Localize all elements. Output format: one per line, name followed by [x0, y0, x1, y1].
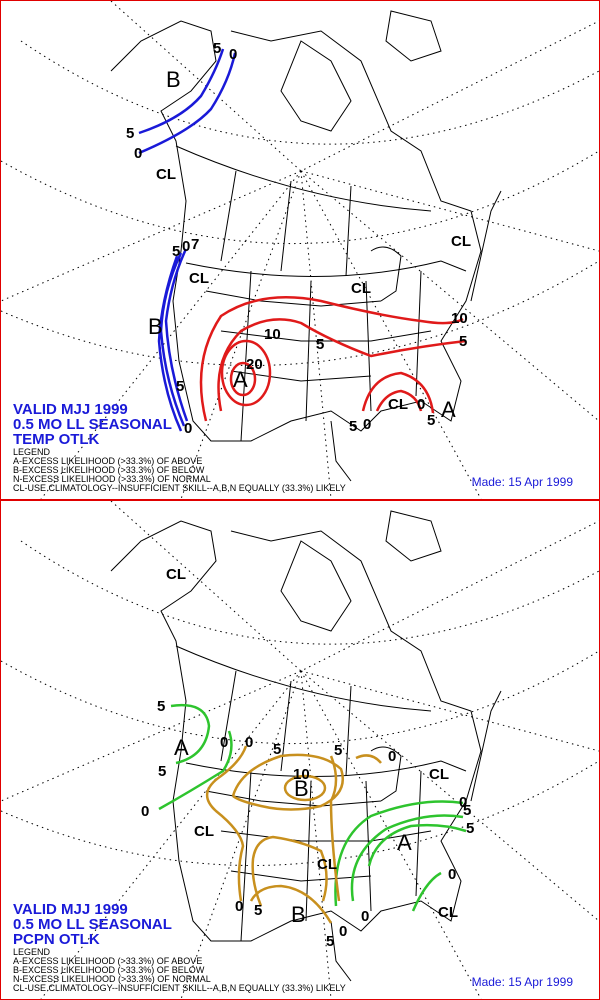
outlook-type: TEMP OTLK	[13, 432, 172, 447]
map-label: CL	[189, 270, 209, 287]
map-label: CL	[317, 856, 337, 873]
map-label: 0	[235, 898, 243, 915]
map-label: 5	[316, 336, 324, 353]
map-label: 5	[158, 763, 166, 780]
map-label: 5	[466, 820, 474, 837]
map-label: 0	[134, 145, 142, 162]
map-label: A	[174, 735, 189, 760]
map-label: CL	[451, 233, 471, 250]
map-label: 5	[427, 412, 435, 429]
valid-period: VALID MJJ 1999	[13, 902, 172, 917]
map-label: CL	[351, 280, 371, 297]
map-label: 5	[157, 698, 165, 715]
map-label: 5	[172, 243, 180, 260]
map-label: 10	[264, 326, 281, 343]
temperature-outlook-panel: B 5 0 5 0 CL 5 0 7 CL B 5 0 CL CL 10 5 2…	[0, 0, 600, 500]
map-label: 5	[176, 378, 184, 395]
map-label: B	[294, 776, 309, 801]
lead-time: 0.5 MO LL SEASONAL	[13, 917, 172, 932]
map-label: 7	[191, 236, 199, 253]
temp-legend: LEGEND A-EXCESS LIKELIHOOD (>33.3%) OF A…	[13, 448, 346, 493]
valid-period: VALID MJJ 1999	[13, 402, 172, 417]
made-date: Made: 15 Apr 1999	[472, 975, 573, 989]
map-label: 0	[141, 803, 149, 820]
map-label: A	[397, 830, 412, 855]
map-label: CL	[156, 166, 176, 183]
map-label: 0	[184, 420, 192, 437]
map-label: 0	[245, 734, 253, 751]
map-label: A	[441, 397, 456, 422]
legend-climatology: CL-USE CLIMATOLOGY--INSUFFICIENT SKILL--…	[13, 484, 346, 493]
lead-time: 0.5 MO LL SEASONAL	[13, 417, 172, 432]
map-label: 0	[417, 396, 425, 413]
precip-title-block: VALID MJJ 1999 0.5 MO LL SEASONAL PCPN O…	[13, 902, 172, 947]
map-label: 5	[254, 902, 262, 919]
map-label: CL	[438, 904, 458, 921]
made-date: Made: 15 Apr 1999	[472, 475, 573, 489]
map-label: 0	[448, 866, 456, 883]
map-label: B	[148, 314, 163, 339]
map-label: 5	[273, 741, 281, 758]
map-label: CL	[194, 823, 214, 840]
map-label: CL	[166, 566, 186, 583]
map-label: 0	[182, 238, 190, 255]
legend-climatology: CL-USE CLIMATOLOGY--INSUFFICIENT SKILL--…	[13, 984, 346, 993]
map-label: A	[233, 367, 248, 392]
precipitation-outlook-panel: CL 5 A 0 5 0 0 5 10 B 5 0 CL CL CL 0 5 A…	[0, 500, 600, 1000]
map-label: CL	[388, 396, 408, 413]
map-label: 5	[126, 125, 134, 142]
map-label: 10	[451, 310, 468, 327]
map-label: 5	[463, 802, 471, 819]
map-label: 0	[363, 416, 371, 433]
map-label: CL	[429, 766, 449, 783]
precip-legend: LEGEND A-EXCESS LIKELIHOOD (>33.3%) OF A…	[13, 948, 346, 993]
map-label: 20	[246, 356, 263, 373]
map-label: 5	[334, 742, 342, 759]
map-label: 5	[459, 333, 467, 350]
map-label: 0	[361, 908, 369, 925]
map-label: 0	[339, 923, 347, 940]
map-label: 0	[388, 748, 396, 765]
temp-title-block: VALID MJJ 1999 0.5 MO LL SEASONAL TEMP O…	[13, 402, 172, 447]
above-normal-temp-contours	[201, 297, 466, 421]
map-label: 0	[220, 734, 228, 751]
map-label: 0	[229, 46, 237, 63]
map-label: 5	[213, 40, 221, 57]
map-label: 5	[349, 418, 357, 435]
map-label: B	[166, 67, 181, 92]
outlook-type: PCPN OTLK	[13, 932, 172, 947]
map-label: B	[291, 902, 306, 927]
